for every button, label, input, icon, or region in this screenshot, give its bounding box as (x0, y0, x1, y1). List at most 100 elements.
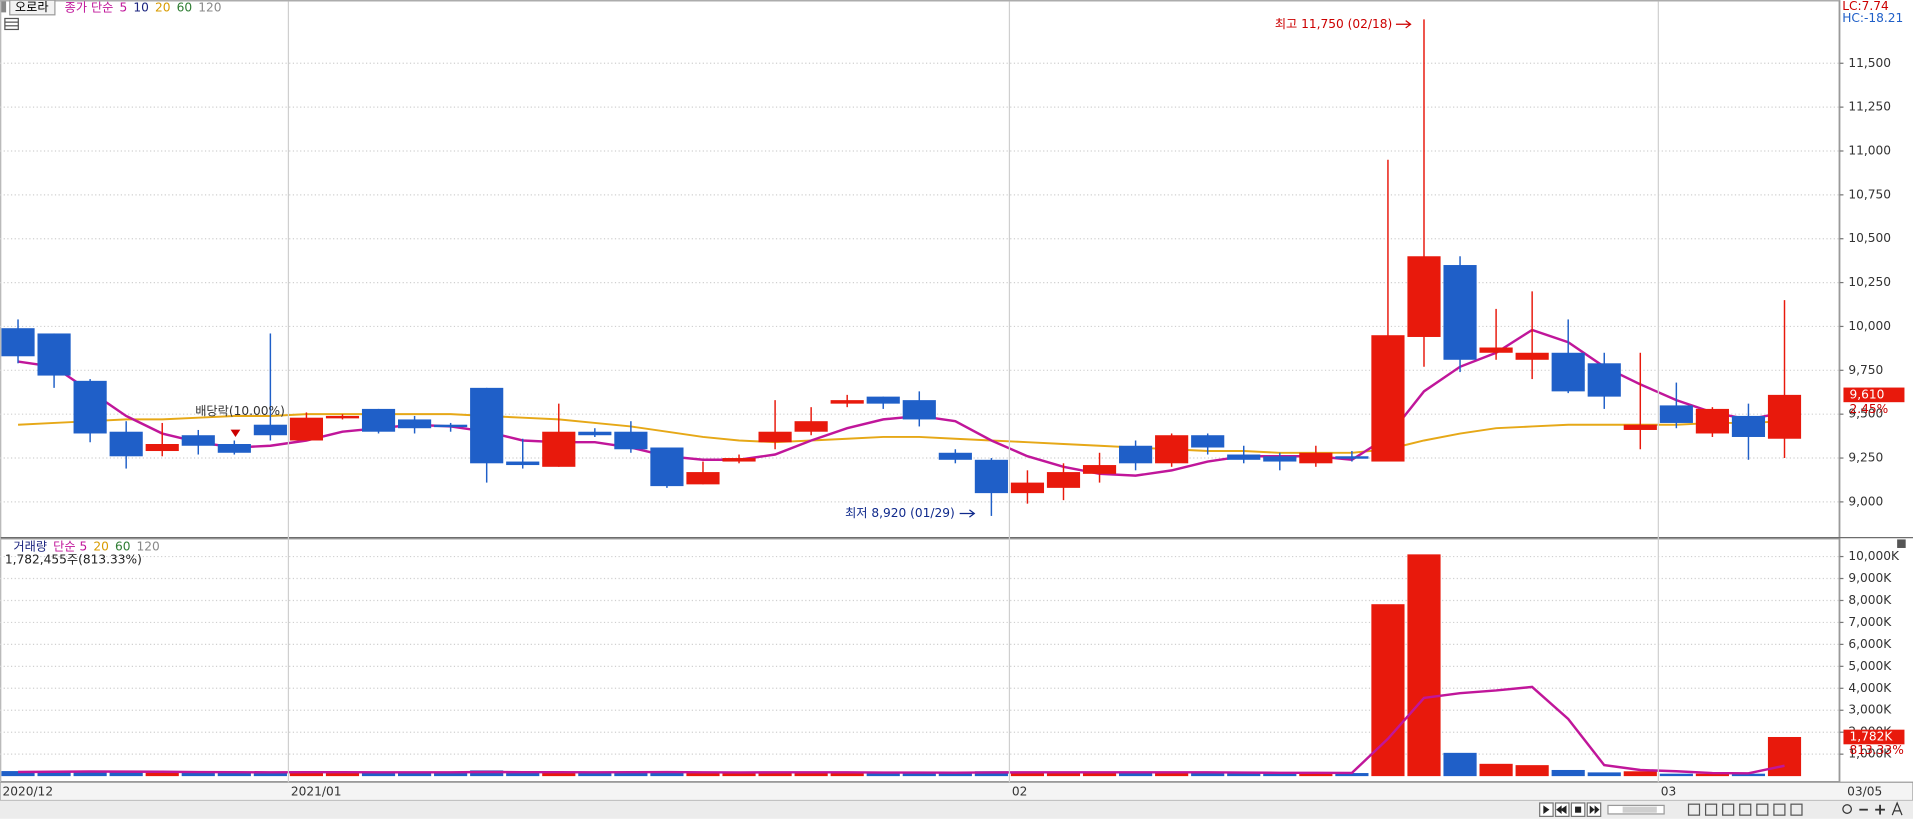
candle-body (1695, 408, 1729, 434)
candle-body (1299, 452, 1333, 464)
y-tick-label: 7,000K (1848, 615, 1892, 629)
hc-label: HC:-18.21 (1842, 11, 1903, 25)
volume-bar (542, 771, 576, 777)
last-date: 03/05 (1847, 784, 1882, 798)
zoom-button[interactable] (1842, 804, 1852, 814)
volume-bar (1335, 773, 1369, 777)
lc-label: LC:7.74 (1842, 0, 1889, 13)
pane-button[interactable] (1897, 539, 1906, 548)
tool-button[interactable] (1756, 803, 1769, 816)
volume-bar (830, 772, 864, 777)
dividend-annotation: 배당락(10.00%) (195, 404, 285, 418)
legend-item[interactable]: 120 (137, 539, 160, 553)
volume-bar (1082, 772, 1117, 777)
candle-body (145, 444, 179, 452)
volume-bar (1587, 772, 1621, 777)
candle-body (109, 431, 143, 457)
legend-item[interactable]: 10 (133, 0, 149, 14)
volume-bar (217, 772, 251, 777)
volume-bar (1659, 773, 1693, 777)
volume-bar (614, 772, 648, 777)
y-tick-label: 11,250 (1848, 100, 1891, 114)
table-icon[interactable] (4, 17, 19, 31)
tool-button[interactable] (1790, 803, 1803, 816)
nav-icon (1589, 805, 1600, 814)
toolbar (0, 800, 1913, 819)
candle-body (1371, 335, 1405, 462)
volume-bar (650, 771, 684, 777)
candle-body (614, 431, 648, 450)
legend-item[interactable]: 단순 5 (53, 539, 87, 553)
legend-item[interactable]: 20 (155, 0, 171, 14)
legend-title: 종가 단순 (65, 0, 114, 14)
marks: 9,000 9,250 9,500 9,750 10,000 10,250 10,500 10… (0, 0, 1905, 798)
candle-body (253, 424, 287, 436)
volume-bar (1191, 772, 1225, 777)
candle-body (1587, 363, 1621, 397)
legend-item[interactable]: 20 (93, 539, 109, 553)
volume-bar (1551, 769, 1585, 777)
volume-bar (794, 772, 828, 777)
legend-item[interactable]: 60 (115, 539, 131, 553)
y-tick-label: 1,000K (1848, 747, 1892, 761)
candle-body (217, 444, 251, 453)
volume-bar (1731, 773, 1766, 777)
tool-button[interactable] (1704, 803, 1718, 816)
symbol[interactable]: 오로라 (15, 0, 49, 14)
dividend-arrow (230, 429, 241, 437)
nav-icon (1575, 806, 1582, 813)
tool-button[interactable] (1773, 803, 1786, 816)
y-tick-label: 9,500 (1848, 407, 1883, 421)
volume-bar (1155, 771, 1189, 777)
candle-body (73, 380, 107, 434)
candle-body (397, 419, 432, 429)
volume-bar (397, 772, 432, 777)
y-tick-label: 9,000K (1848, 571, 1892, 585)
y-tick-label: 11,500 (1848, 56, 1891, 70)
tool-button[interactable] (1722, 803, 1735, 816)
volume-bar (1407, 554, 1441, 777)
volume-bar (1623, 771, 1657, 777)
candle-body (1155, 435, 1189, 464)
candle-body (181, 435, 215, 446)
scroll-thumb[interactable] (1622, 806, 1657, 813)
font-button[interactable] (1891, 801, 1903, 816)
volume-bar (938, 772, 972, 777)
tool-button[interactable] (1687, 803, 1701, 816)
candle-body (1623, 424, 1657, 430)
y-tick-label: 10,250 (1848, 275, 1891, 289)
toolbar-buttons (1539, 801, 1903, 817)
legend-item[interactable]: 120 (198, 0, 221, 14)
symbol-button[interactable] (9, 0, 56, 16)
volume-bar (1767, 736, 1802, 777)
legend-item[interactable]: 5 (119, 0, 127, 14)
tool-button[interactable] (1739, 803, 1752, 816)
candle-body (1119, 445, 1153, 464)
candle-body (1046, 472, 1081, 488)
candle-body (1335, 456, 1369, 459)
volume-bar (578, 773, 612, 777)
candle-body (361, 408, 396, 432)
ma-line (18, 685, 1785, 775)
legend-title: 종가 단순 5 10 20 60 120 (65, 0, 222, 14)
candle-body (650, 447, 684, 487)
candle-body (1191, 435, 1225, 448)
volume-bar (181, 772, 215, 777)
marker (1, 1, 7, 13)
candle-body (1227, 454, 1261, 460)
candle-body (1, 328, 35, 357)
volume-bar (37, 771, 71, 777)
x-tick-label: 03 (1661, 784, 1677, 798)
candle-body (1659, 405, 1693, 423)
y-tick-label: 8,000K (1848, 593, 1892, 607)
ma-line (18, 413, 1785, 454)
candle-body (325, 415, 360, 419)
legend-item[interactable]: 60 (177, 0, 193, 14)
candle-body (470, 387, 504, 464)
volume-bar (974, 771, 1008, 777)
last-price: 9,610 (1850, 387, 1885, 401)
y-tick-label: 10,750 (1848, 187, 1891, 201)
volume-bar (434, 773, 468, 777)
